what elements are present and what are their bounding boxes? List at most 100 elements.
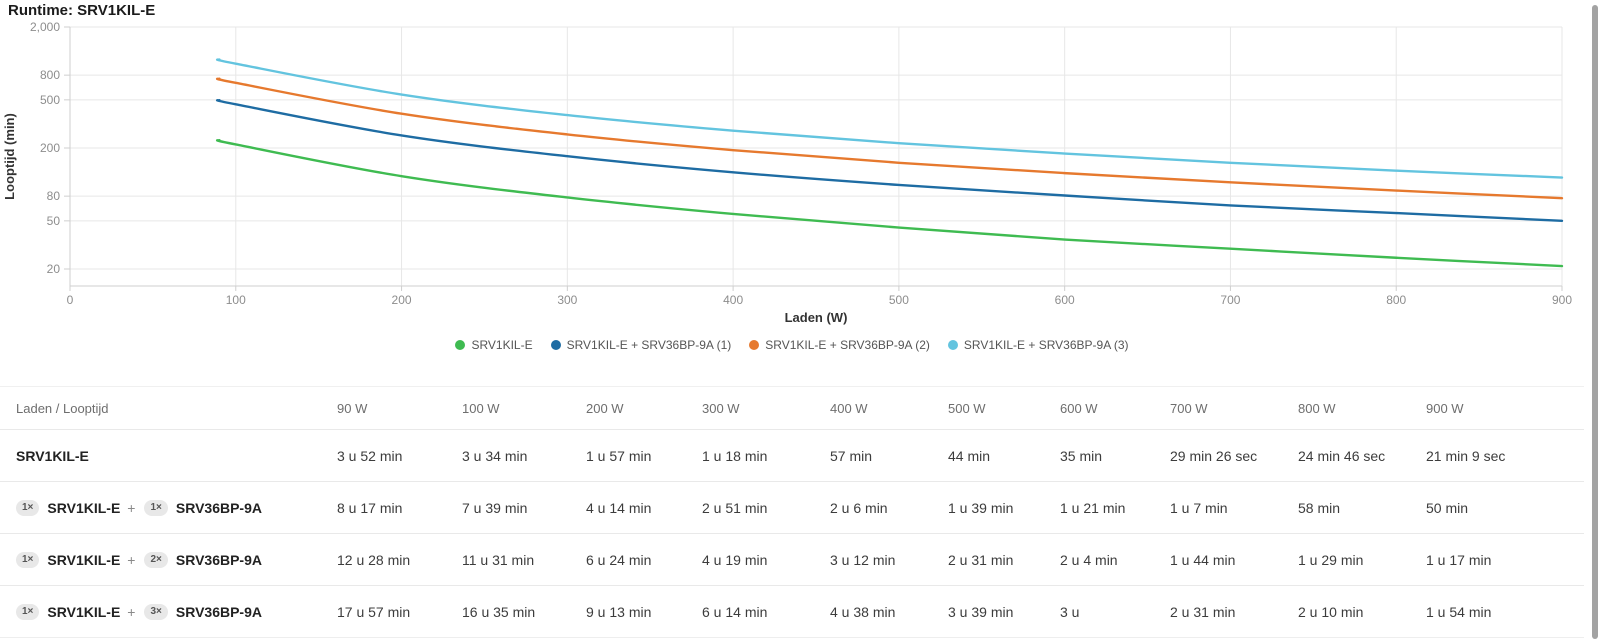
runtime-cell: 17 u 57 min <box>337 603 411 620</box>
product-name: SRV36BP-9A <box>175 499 262 516</box>
runtime-cell: 1 u 17 min <box>1426 551 1492 568</box>
table-row-3: 1× SRV1KIL-E +2× SRV36BP-9A 12 u 28 min 11 u … <box>0 533 1584 585</box>
runtime-cell: 3 u <box>1060 603 1080 620</box>
runtime-cell: 8 u 17 min <box>337 499 403 516</box>
scrollbar-thumb[interactable] <box>1592 5 1598 639</box>
y-tick-label: 200 <box>40 141 60 155</box>
x-tick-label: 300 <box>557 293 577 307</box>
runtime-cell: 1 u 39 min <box>948 499 1014 516</box>
x-tick-label: 800 <box>1386 293 1406 307</box>
runtime-cell: 3 u 12 min <box>830 551 896 568</box>
x-tick-label: 0 <box>67 293 74 307</box>
runtime-cell: 1 u 54 min <box>1426 603 1492 620</box>
quantity-badge: 3× <box>144 603 168 620</box>
chart-legend: SRV1KIL-E SRV1KIL-E + SRV36BP-9A (1) SRV1K… <box>0 338 1584 352</box>
row-label: SRV1KIL-E <box>0 448 321 464</box>
y-tick-label: 50 <box>47 214 61 228</box>
series-line-3 <box>215 77 1564 200</box>
legend-marker-icon <box>455 340 466 350</box>
legend-label: SRV1KIL-E + SRV36BP-9A (3) <box>963 338 1129 352</box>
table-row-1: SRV1KIL-E 3 u 52 min 3 u 34 min 1 u 57 min 1… <box>0 429 1584 481</box>
table-header-cell: 300 W <box>702 400 740 416</box>
table-header-cell: 90 W <box>337 400 368 416</box>
table-header-cell: 400 W <box>830 400 868 416</box>
runtime-cell: 6 u 14 min <box>702 603 768 620</box>
page-title: Runtime: SRV1KIL-E <box>8 2 156 19</box>
x-tick-label: 700 <box>1220 293 1240 307</box>
legend-marker-icon <box>550 340 561 350</box>
runtime-cell: 1 u 57 min <box>586 447 652 464</box>
x-tick-label: 200 <box>392 293 412 307</box>
runtime-cell: 3 u 52 min <box>337 447 403 464</box>
y-tick-label: 20 <box>47 262 61 276</box>
series-line-4 <box>215 58 1564 179</box>
legend-item-2[interactable]: SRV1KIL-E + SRV36BP-9A (1) <box>550 338 732 352</box>
runtime-cell: 9 u 13 min <box>586 603 652 620</box>
table-header-cell: 600 W <box>1060 400 1098 416</box>
runtime-cell: 57 min <box>830 447 873 464</box>
x-tick-label: 400 <box>723 293 743 307</box>
runtime-cell: 35 min <box>1060 447 1103 464</box>
plus-sign: + <box>127 603 136 620</box>
product-name: SRV1KIL-E <box>16 447 89 464</box>
plus-sign: + <box>127 551 136 568</box>
row-label: 1× SRV1KIL-E +1× SRV36BP-9A <box>0 499 321 516</box>
table-header-cell: Laden / Looptijd <box>16 400 109 416</box>
runtime-cell: 4 u 38 min <box>830 603 896 620</box>
runtime-table: Laden / Looptijd 90 W 100 W 200 W 300 W 400 W… <box>0 386 1584 638</box>
runtime-cell: 3 u 34 min <box>462 447 528 464</box>
runtime-cell: 50 min <box>1426 499 1469 516</box>
product-name: SRV1KIL-E <box>47 499 121 516</box>
table-row-4: 1× SRV1KIL-E +3× SRV36BP-9A 17 u 57 min 16 u … <box>0 585 1584 638</box>
table-header-row: Laden / Looptijd 90 W 100 W 200 W 300 W 400 W… <box>0 386 1584 429</box>
plus-sign: + <box>127 499 136 516</box>
quantity-badge: 2× <box>144 551 168 568</box>
runtime-cell: 4 u 14 min <box>586 499 652 516</box>
y-tick-label: 500 <box>40 93 60 107</box>
runtime-cell: 12 u 28 min <box>337 551 411 568</box>
runtime-cell: 16 u 35 min <box>462 603 536 620</box>
runtime-cell: 1 u 29 min <box>1298 551 1364 568</box>
x-axis-title: Laden (W) <box>785 310 848 325</box>
x-tick-label: 900 <box>1552 293 1572 307</box>
runtime-cell: 1 u 21 min <box>1060 499 1126 516</box>
legend-item-4[interactable]: SRV1KIL-E + SRV36BP-9A (3) <box>947 338 1129 352</box>
table-header-cell: 500 W <box>948 400 986 416</box>
table-header-cell: 200 W <box>586 400 624 416</box>
row-label: 1× SRV1KIL-E +3× SRV36BP-9A <box>0 603 321 620</box>
quantity-badge: 1× <box>16 551 40 568</box>
vertical-scrollbar[interactable] <box>1590 0 1600 642</box>
runtime-cell: 11 u 31 min <box>462 551 535 568</box>
runtime-cell: 2 u 31 min <box>948 551 1014 568</box>
table-row-2: 1× SRV1KIL-E +1× SRV36BP-9A 8 u 17 min 7 u 39… <box>0 481 1584 533</box>
runtime-cell: 7 u 39 min <box>462 499 528 516</box>
legend-item-1[interactable]: SRV1KIL-E <box>455 338 533 352</box>
table-header-cell: 100 W <box>462 400 500 416</box>
legend-item-3[interactable]: SRV1KIL-E + SRV36BP-9A (2) <box>749 338 930 352</box>
table-header-cell: 900 W <box>1426 400 1464 416</box>
runtime-cell: 2 u 4 min <box>1060 551 1118 568</box>
runtime-cell: 3 u 39 min <box>948 603 1014 620</box>
y-tick-label: 800 <box>40 68 60 82</box>
legend-label: SRV1KIL-E <box>471 338 533 352</box>
y-tick-label: 80 <box>47 189 61 203</box>
series-line-1 <box>215 139 1564 268</box>
product-name: SRV36BP-9A <box>175 603 262 620</box>
runtime-cell: 4 u 19 min <box>702 551 768 568</box>
legend-label: SRV1KIL-E + SRV36BP-9A (2) <box>765 338 930 352</box>
runtime-cell: 1 u 7 min <box>1170 499 1228 516</box>
runtime-cell: 2 u 51 min <box>702 499 768 516</box>
runtime-cell: 2 u 31 min <box>1170 603 1236 620</box>
runtime-cell: 2 u 6 min <box>830 499 888 516</box>
product-name: SRV1KIL-E <box>47 551 121 568</box>
x-tick-label: 100 <box>226 293 246 307</box>
runtime-cell: 44 min <box>948 447 991 464</box>
quantity-badge: 1× <box>144 499 168 516</box>
x-tick-label: 500 <box>889 293 909 307</box>
runtime-cell: 2 u 10 min <box>1298 603 1364 620</box>
runtime-cell: 6 u 24 min <box>586 551 652 568</box>
legend-marker-icon <box>947 340 958 350</box>
runtime-cell: 21 min 9 sec <box>1426 447 1506 464</box>
legend-label: SRV1KIL-E + SRV36BP-9A (1) <box>566 338 732 352</box>
